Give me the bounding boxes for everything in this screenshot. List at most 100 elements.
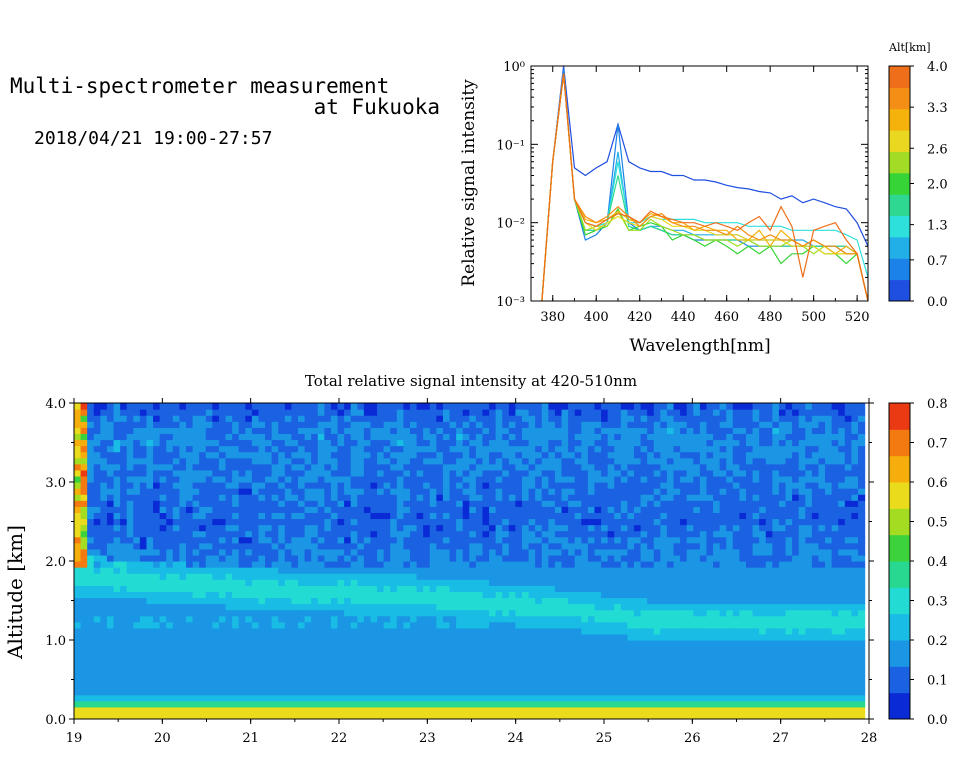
heatmap-cell <box>159 615 167 623</box>
heatmap-cell <box>251 591 260 599</box>
heatmap-cell <box>205 506 213 513</box>
heatmap-cell <box>528 500 536 507</box>
heatmap-cell <box>172 573 181 580</box>
heatmap-cell <box>186 712 194 719</box>
heatmap-cell <box>172 506 181 513</box>
heatmap-cell <box>475 530 484 538</box>
heatmap-cell <box>548 579 556 586</box>
heatmap-cell <box>232 712 240 719</box>
heatmap-cell <box>627 524 635 532</box>
heatmap-cell <box>541 712 549 719</box>
heatmap-cell <box>390 518 398 526</box>
heatmap-cell <box>383 421 391 428</box>
heatmap-cell <box>502 469 510 477</box>
heatmap-cell <box>522 415 530 422</box>
heatmap-cell <box>647 512 655 520</box>
heatmap-cell <box>232 682 240 690</box>
heatmap-cell <box>363 621 372 629</box>
heatmap-cell <box>199 609 207 617</box>
heatmap-cell <box>429 536 437 544</box>
heatmap-cell <box>574 585 582 592</box>
heatmap-cell <box>390 591 398 599</box>
heatmap-cell <box>311 694 319 702</box>
heatmap-cell <box>245 591 253 599</box>
heatmap-cell <box>469 646 477 653</box>
heatmap-cell <box>614 518 622 526</box>
heatmap-cell <box>574 530 582 538</box>
heatmap-cell <box>284 652 293 659</box>
heatmap-cell <box>139 475 148 483</box>
heatmap-cell <box>133 676 141 684</box>
heatmap-cell <box>126 433 134 441</box>
heatmap-cell <box>416 421 424 428</box>
heatmap-cell <box>522 457 530 465</box>
heatmap-cell <box>482 542 490 550</box>
heatmap-cell <box>106 579 115 586</box>
heatmap-cell <box>291 621 299 629</box>
heatmap-cell <box>298 609 306 617</box>
heatmap-cell <box>350 451 358 459</box>
heatmap-cell <box>245 463 253 471</box>
heatmap-cell <box>469 518 477 526</box>
heatmap-cell <box>179 542 187 550</box>
heatmap-cell <box>489 542 497 550</box>
heatmap-cell <box>120 494 128 501</box>
heatmap-cell <box>475 469 484 477</box>
heatmap-cell <box>482 700 490 708</box>
heatmap-cell <box>350 603 358 611</box>
heatmap-cell <box>232 494 240 501</box>
spectrum-y-tick-label: 10⁰ <box>503 60 525 75</box>
heatmap-cell <box>298 512 306 520</box>
heatmap-cell <box>311 676 319 684</box>
heatmap-cell <box>442 415 451 422</box>
heatmap-cell <box>489 585 497 592</box>
heatmap-cell <box>522 548 530 556</box>
heatmap-cell <box>594 597 602 605</box>
heatmap-cell <box>146 676 154 684</box>
heatmap-cell <box>495 615 503 623</box>
heatmap-cell <box>475 627 484 635</box>
heatmap-cell <box>601 700 609 708</box>
heatmap-cell <box>574 506 582 513</box>
heatmap-cell <box>436 640 444 647</box>
heatmap-cell <box>673 433 681 441</box>
heatmap-cell <box>324 609 332 617</box>
heatmap-cell <box>166 421 174 428</box>
heatmap-cell <box>508 609 517 617</box>
heatmap-cell <box>548 664 556 671</box>
heatmap-cell <box>324 488 332 495</box>
heatmap-cell <box>172 652 181 659</box>
heatmap-cell <box>179 646 187 653</box>
heatmap-cell <box>298 457 306 465</box>
heatmap-cell <box>258 652 266 659</box>
heatmap-cell <box>317 652 325 659</box>
heatmap-cell <box>139 415 148 422</box>
heatmap-cell <box>344 421 352 428</box>
heatmap-cell <box>541 536 549 544</box>
heatmap-cell <box>278 482 286 489</box>
heatmap-cell <box>660 676 668 684</box>
heatmap-cell <box>673 518 681 526</box>
heatmap-cell <box>291 573 299 580</box>
heatmap-cell <box>337 676 345 684</box>
heatmap-cell <box>423 457 431 465</box>
heatmap-cell <box>80 494 88 501</box>
heatmap-cell <box>238 500 246 507</box>
heatmap-cell <box>93 676 101 684</box>
heatmap-cell <box>403 567 411 574</box>
heatmap-cell <box>172 554 181 562</box>
heatmap-cell <box>436 506 444 513</box>
heatmap-cell <box>469 500 477 507</box>
heatmap-cell <box>370 433 378 441</box>
heatmap-cell <box>87 603 95 611</box>
heatmap-cell <box>607 494 615 501</box>
heatmap-cell <box>469 506 477 513</box>
heatmap-cell <box>475 554 484 562</box>
heatmap-cell <box>594 633 602 641</box>
heatmap-cell <box>554 475 563 483</box>
heatmap-cell <box>515 542 523 550</box>
heatmap-cell <box>205 676 213 684</box>
heatmap-cell <box>680 512 688 520</box>
heatmap-cell <box>390 585 398 592</box>
heatmap-cell <box>324 658 332 665</box>
